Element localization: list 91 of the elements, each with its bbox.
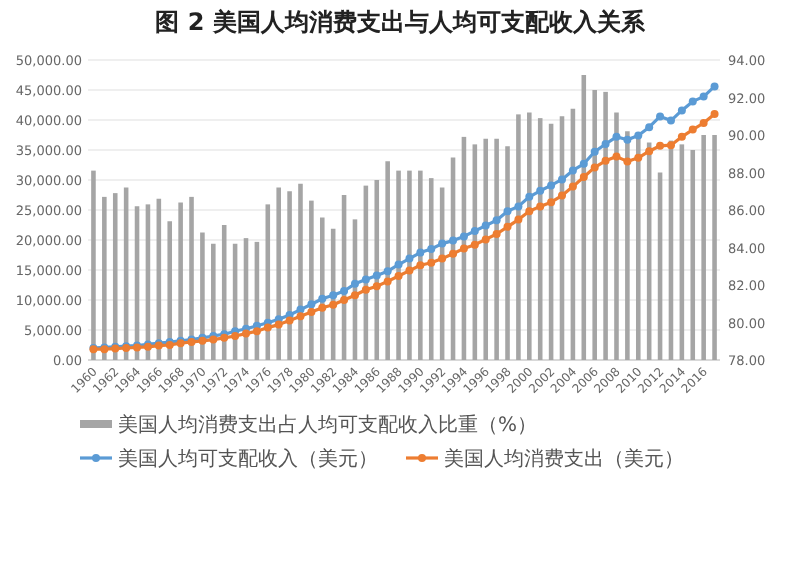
point [318,303,327,312]
point [645,147,654,156]
point [394,260,403,269]
chart-title: 图 2 美国人均消费支出与人均可支配收入关系 [155,8,647,36]
point [677,106,686,115]
point [492,230,501,238]
point [623,157,632,166]
point [623,135,632,144]
point [710,82,719,91]
point [601,140,610,148]
point [449,249,458,258]
point [666,141,675,150]
point [579,173,588,181]
point [296,312,305,321]
point [503,222,512,231]
point [296,305,305,314]
point [340,287,349,295]
point [416,261,425,270]
point [612,132,621,141]
point [361,285,370,294]
legend-item: 美国人均可支配收入（美元） [80,449,378,471]
point [568,166,577,175]
point [307,308,316,316]
point [449,236,458,245]
point [558,191,566,200]
point [329,291,338,300]
point [634,131,643,140]
point [350,279,359,288]
legend-item: 美国人均消费支出（美元） [406,449,684,471]
point [372,271,381,280]
point [459,244,468,253]
point [677,132,686,141]
point [699,119,708,127]
point [579,159,588,168]
legend-item: 美国人均消费支出占人均可支配收入比重（%） [80,415,538,437]
point [231,332,240,340]
point [699,92,708,101]
point [666,116,675,125]
point [383,267,392,276]
legend-label: 美国人均消费支出占人均可支配收入比重（%） [118,413,538,437]
point [405,254,414,263]
point [242,329,250,338]
point [340,296,349,304]
point [459,232,468,241]
point [274,320,283,329]
point [285,316,294,325]
point [383,277,392,286]
point [481,235,490,244]
point [252,327,261,336]
point [503,207,512,216]
point [405,266,414,275]
point [525,207,534,216]
point [307,300,316,309]
point [568,182,577,191]
point [656,112,665,121]
point [427,245,436,253]
legend-label: 美国人均消费支出（美元） [444,447,684,471]
point [558,175,566,184]
legend-label: 美国人均可支配收入（美元） [118,447,378,471]
point [470,227,479,235]
point [350,291,359,300]
point [547,198,556,207]
point [710,110,719,118]
point [688,97,697,106]
point [688,125,697,134]
point [514,215,523,224]
point [514,202,523,211]
point [656,141,665,150]
point [438,254,447,263]
point [590,147,599,156]
point [481,221,490,230]
point [645,123,654,132]
point [361,275,370,284]
point [492,216,501,225]
point [470,240,479,249]
point [427,258,436,267]
point [438,239,447,248]
point [634,153,643,162]
point [612,152,621,161]
point [329,300,338,309]
point [318,294,327,303]
point [416,248,425,257]
point [525,192,534,201]
point [536,202,545,211]
point [536,186,545,195]
point [372,282,381,291]
point [394,272,403,280]
point [547,181,556,190]
point [263,323,272,332]
point [590,163,599,172]
point [601,156,610,165]
